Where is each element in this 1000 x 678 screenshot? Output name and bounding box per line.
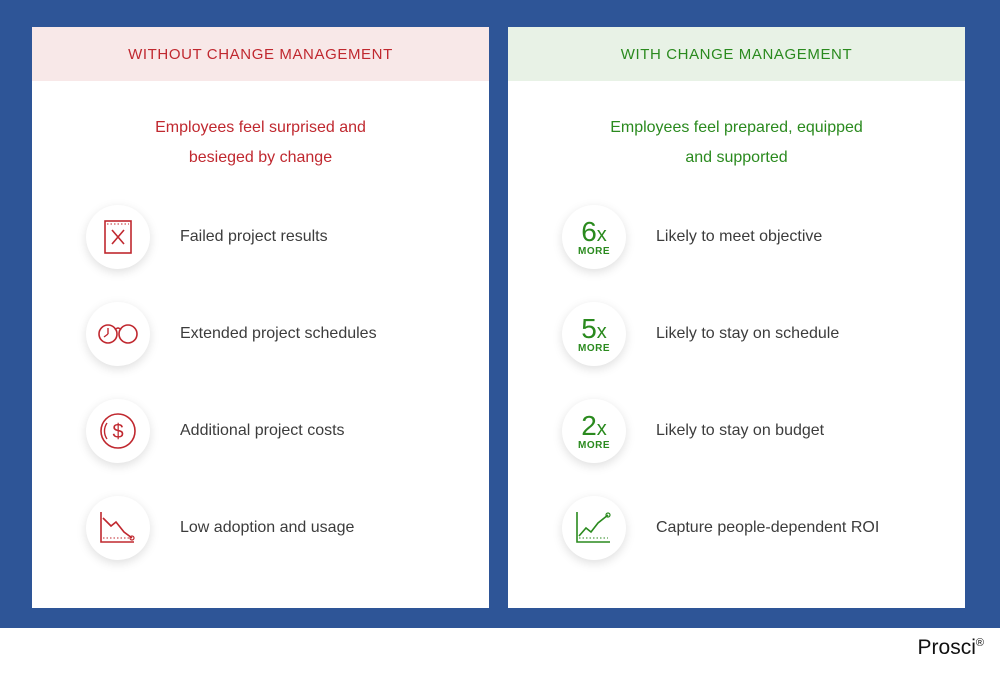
list-item: 2x MORE Likely to stay on budget: [562, 399, 824, 463]
declining-chart-icon: [86, 496, 150, 560]
stat-badge: 6x MORE: [562, 205, 626, 269]
brand-name: Prosci: [917, 636, 976, 659]
with-change-subtitle: Employees feel prepared, equipped and su…: [508, 113, 965, 173]
list-item: $ Additional project costs: [86, 399, 345, 463]
item-label: Likely to stay on budget: [656, 422, 825, 439]
item-label: Likely to stay on schedule: [656, 325, 840, 342]
list-item: Low adoption and usage: [86, 496, 354, 560]
list-item: 6x MORE Likely to meet objective: [562, 205, 822, 269]
svg-text:$: $: [112, 421, 123, 443]
item-label: Extended project schedules: [180, 325, 377, 342]
subtitle-line-1: Employees feel prepared, equipped: [610, 119, 863, 136]
subtitle-line-1: Employees feel surprised and: [155, 119, 366, 136]
stat-number: 5: [581, 312, 597, 344]
stat-number: 6: [581, 215, 597, 247]
clock-extended-icon: [86, 302, 150, 366]
stat-multiplier: x: [596, 417, 607, 440]
stat-badge: 5x MORE: [562, 302, 626, 366]
prosci-logo: Prosci®: [918, 636, 984, 660]
item-label: Additional project costs: [180, 422, 345, 439]
item-label: Low adoption and usage: [180, 519, 355, 536]
list-item: Failed project results: [86, 205, 328, 269]
item-label: Likely to meet objective: [656, 228, 823, 245]
dollar-coin-icon: $: [86, 399, 150, 463]
stat-multiplier: x: [596, 320, 607, 343]
with-change-header: WITH CHANGE MANAGEMENT: [508, 27, 965, 81]
stat-more: MORE: [578, 342, 610, 354]
subtitle-line-2: besieged by change: [188, 149, 333, 166]
rising-chart-icon: [562, 496, 626, 560]
without-change-header: WITHOUT CHANGE MANAGEMENT: [32, 27, 489, 81]
with-change-card: WITH CHANGE MANAGEMENT Employees feel pr…: [508, 27, 965, 608]
stat-number: 2: [581, 409, 597, 441]
item-label: Failed project results: [180, 228, 328, 245]
stat-badge: 2x MORE: [562, 399, 626, 463]
without-change-subtitle: Employees feel surprised and besieged by…: [32, 113, 489, 173]
list-item: Extended project schedules: [86, 302, 377, 366]
list-item: 5x MORE Likely to stay on schedule: [562, 302, 839, 366]
list-item: Capture people-dependent ROI: [562, 496, 879, 560]
stat-multiplier: x: [596, 223, 607, 246]
stat-more: MORE: [578, 439, 610, 451]
registered-mark: ®: [975, 637, 984, 649]
without-change-card: WITHOUT CHANGE MANAGEMENT Employees feel…: [32, 27, 489, 608]
failed-document-icon: [86, 205, 150, 269]
item-label: Capture people-dependent ROI: [656, 519, 880, 536]
subtitle-line-2: and supported: [685, 149, 788, 166]
stat-more: MORE: [578, 245, 610, 257]
